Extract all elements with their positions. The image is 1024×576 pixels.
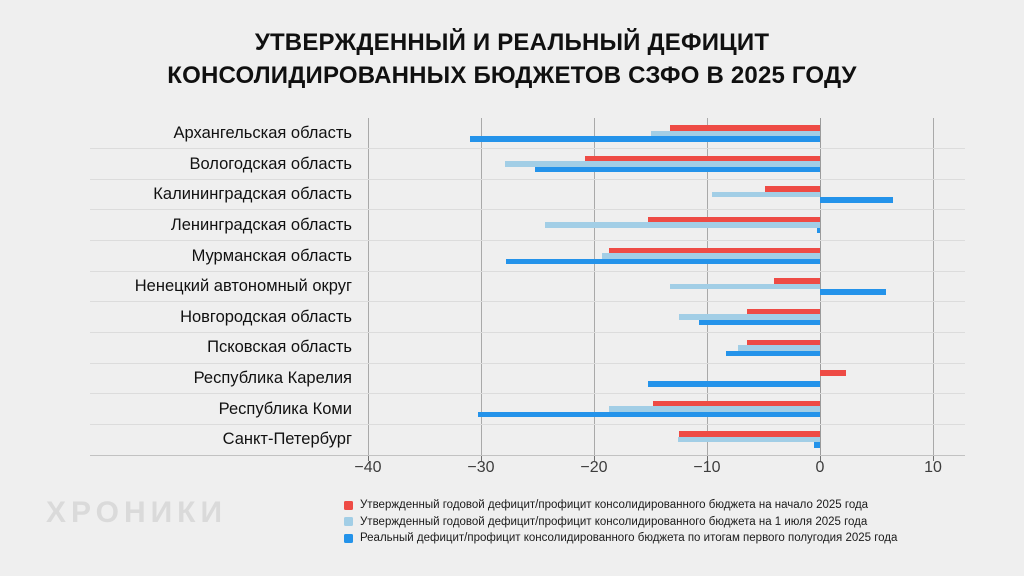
legend-label: Утвержденный годовой дефицит/профицит ко…: [360, 515, 868, 528]
bar-blue: [699, 319, 820, 326]
category-label: Республика Карелия: [193, 369, 352, 388]
axis-tick-label: 10: [924, 459, 942, 476]
bar-red: [773, 278, 820, 284]
bar-light_blue: [545, 222, 820, 228]
grid-line: [594, 118, 595, 455]
category-label: Новгородская область: [180, 307, 352, 326]
bar-red: [584, 155, 820, 162]
category-label: Ненецкий автономный округ: [134, 277, 352, 296]
bar-blue: [814, 442, 820, 448]
axis-tick: [820, 455, 821, 461]
bar-red: [820, 370, 846, 376]
bar-red: [746, 308, 820, 315]
grid-line: [481, 118, 482, 455]
bar-blue: [477, 411, 820, 418]
bar-blue: [816, 227, 820, 234]
row-separator: [90, 423, 965, 425]
bar-red: [652, 400, 820, 407]
bar-red: [678, 431, 820, 437]
bar-light_blue: [677, 436, 820, 443]
chart-title: УТВЕРЖДЕННЫЙ И РЕАЛЬНЫЙ ДЕФИЦИТ КОНСОЛИД…: [0, 26, 1024, 92]
legend-label: Реальный дефицит/профицит консолидирован…: [360, 532, 898, 544]
bar-light_blue: [669, 283, 820, 290]
row-separator: [90, 454, 965, 456]
axis-tick-label: −40: [354, 459, 382, 476]
bar-red: [648, 216, 820, 223]
bar-blue: [535, 166, 820, 173]
legend-swatch-light-blue: [344, 517, 353, 526]
category-label: Ленинградская область: [170, 215, 352, 234]
axis-tick-label: −10: [693, 459, 721, 476]
bar-blue: [820, 197, 894, 203]
row-separator: [90, 362, 965, 364]
row-separator: [90, 148, 965, 150]
bar-light_blue: [711, 191, 820, 198]
axis-tick: [707, 455, 708, 461]
chart-title-line1: УТВЕРЖДЕННЫЙ И РЕАЛЬНЫЙ ДЕФИЦИТ: [254, 29, 770, 56]
category-label: Архангельская область: [173, 124, 352, 142]
bar-blue: [505, 258, 820, 265]
row-separator: [90, 209, 965, 211]
category-label: Псковская область: [207, 338, 352, 357]
legend-item-approved-start: Утвержденный годовой дефицит/профицит ко…: [344, 499, 897, 511]
bar-red: [608, 247, 820, 254]
bar-red: [764, 186, 820, 192]
row-separator: [90, 331, 965, 333]
row-separator: [90, 270, 965, 272]
category-label: Калининградская область: [153, 185, 352, 204]
axis-tick: [594, 455, 595, 461]
category-label: Санкт-Петербург: [222, 430, 352, 449]
row-separator: [90, 240, 965, 242]
bar-light_blue: [678, 314, 820, 320]
category-label: Республика Коми: [218, 399, 352, 418]
legend-swatch-blue: [344, 533, 353, 543]
grid-line: [933, 118, 934, 455]
axis-tick-label: −20: [580, 459, 608, 476]
legend-item-real-halfyear: Реальный дефицит/профицит консолидирован…: [344, 532, 897, 544]
axis-tick: [481, 455, 482, 461]
legend-item-approved-july: Утвержденный годовой дефицит/профицит ко…: [344, 516, 897, 528]
bar-light_blue: [608, 406, 820, 412]
row-separator: [90, 393, 965, 395]
bar-light_blue: [504, 161, 820, 167]
bar-blue: [820, 289, 886, 295]
bar-light_blue: [650, 130, 820, 137]
legend-swatch-red: [344, 500, 353, 510]
chart-legend: Утвержденный годовой дефицит/профицит ко…: [344, 499, 897, 544]
category-label: Мурманская область: [191, 246, 352, 265]
bar-blue: [648, 381, 820, 387]
khroniki-logo: ХРОНИКИ: [46, 496, 228, 529]
bar-blue: [469, 136, 820, 142]
chart-title-line2: КОНСОЛИДИРОВАННЫХ БЮДЖЕТОВ СЗФО В 2025 Г…: [167, 62, 857, 89]
bar-light_blue: [601, 253, 820, 259]
bar-light_blue: [737, 345, 820, 351]
axis-tick: [933, 455, 934, 461]
legend-label: Утвержденный годовой дефицит/профицит ко…: [360, 499, 869, 511]
category-label: Вологодская область: [189, 154, 352, 173]
axis-tick-label: −30: [467, 459, 495, 476]
bar-blue: [726, 350, 820, 357]
row-separator: [90, 178, 965, 180]
grid-line: [820, 118, 821, 455]
grid-line: [368, 118, 369, 455]
axis-tick: [368, 455, 369, 461]
bar-red: [746, 339, 820, 346]
axis-tick-label: 0: [815, 459, 825, 476]
row-separator: [90, 301, 965, 303]
bar-red: [669, 125, 820, 131]
